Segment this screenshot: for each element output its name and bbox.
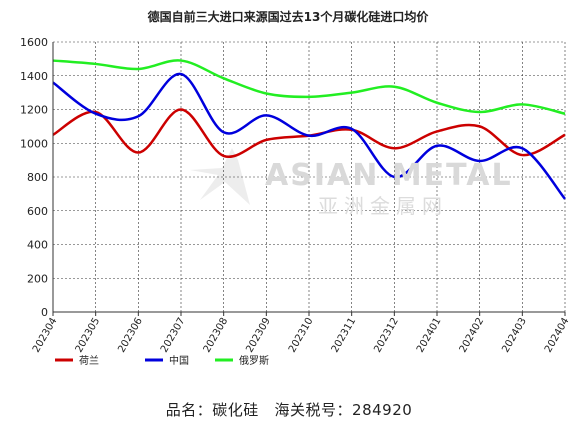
series-china-legend-label: 中国: [169, 354, 189, 367]
y-tick-label: 1200: [20, 104, 48, 117]
y-tick-label: 0: [41, 306, 48, 319]
x-tick-label: 202305: [74, 316, 103, 355]
x-tick-label: 202310: [287, 316, 316, 355]
series-china-line: [52, 72, 566, 200]
series-layer: [52, 59, 566, 200]
y-tick-label: 600: [27, 205, 48, 218]
customs-code-label: 海关税号：: [274, 401, 353, 419]
x-tick-label: 202304: [31, 316, 60, 355]
x-tick-label: 202404: [543, 316, 572, 355]
y-tick-label: 400: [27, 239, 48, 252]
y-tick-label: 1000: [20, 137, 48, 150]
product-name-value: 碳化硅: [212, 401, 259, 419]
x-tick-label: 202402: [458, 316, 487, 355]
axes: 0 200 400 600 800 1000 1200 1400 1600 202304 20230…: [20, 36, 572, 355]
legend: 荷兰 中国 俄罗斯: [55, 354, 269, 367]
customs-code-value: 284920: [352, 401, 413, 419]
watermark-logo: [190, 148, 250, 205]
y-tick-label: 200: [27, 272, 48, 285]
x-tick-label: 202401: [415, 316, 444, 355]
y-tick-label: 800: [27, 171, 48, 184]
x-tick-label: 202309: [244, 316, 273, 355]
series-netherlands-line: [52, 108, 566, 159]
series-netherlands-legend-label: 荷兰: [79, 354, 99, 367]
x-tick-label: 202312: [372, 316, 401, 355]
y-tick-label: 1400: [20, 70, 48, 83]
x-tick-label: 202403: [500, 316, 529, 355]
y-tick-label: 1600: [20, 36, 48, 49]
x-tick-label: 202311: [330, 316, 359, 355]
chart-title: 德国自前三大进口来源国过去13个月碳化硅进口均价: [148, 9, 430, 24]
watermark-text: ASIAN METAL: [265, 158, 513, 193]
x-tick-label: 202306: [116, 316, 145, 355]
x-tick-label: 202307: [159, 316, 188, 355]
series-russia-line: [52, 59, 566, 115]
product-name-label: 品名：: [165, 401, 213, 419]
footer: 品名：碳化硅 海关税号：284920: [0, 399, 578, 420]
x-tick-label: 202308: [202, 316, 231, 355]
watermark-text-cn: 亚洲金属网: [318, 194, 448, 218]
series-russia-legend-label: 俄罗斯: [239, 354, 269, 367]
